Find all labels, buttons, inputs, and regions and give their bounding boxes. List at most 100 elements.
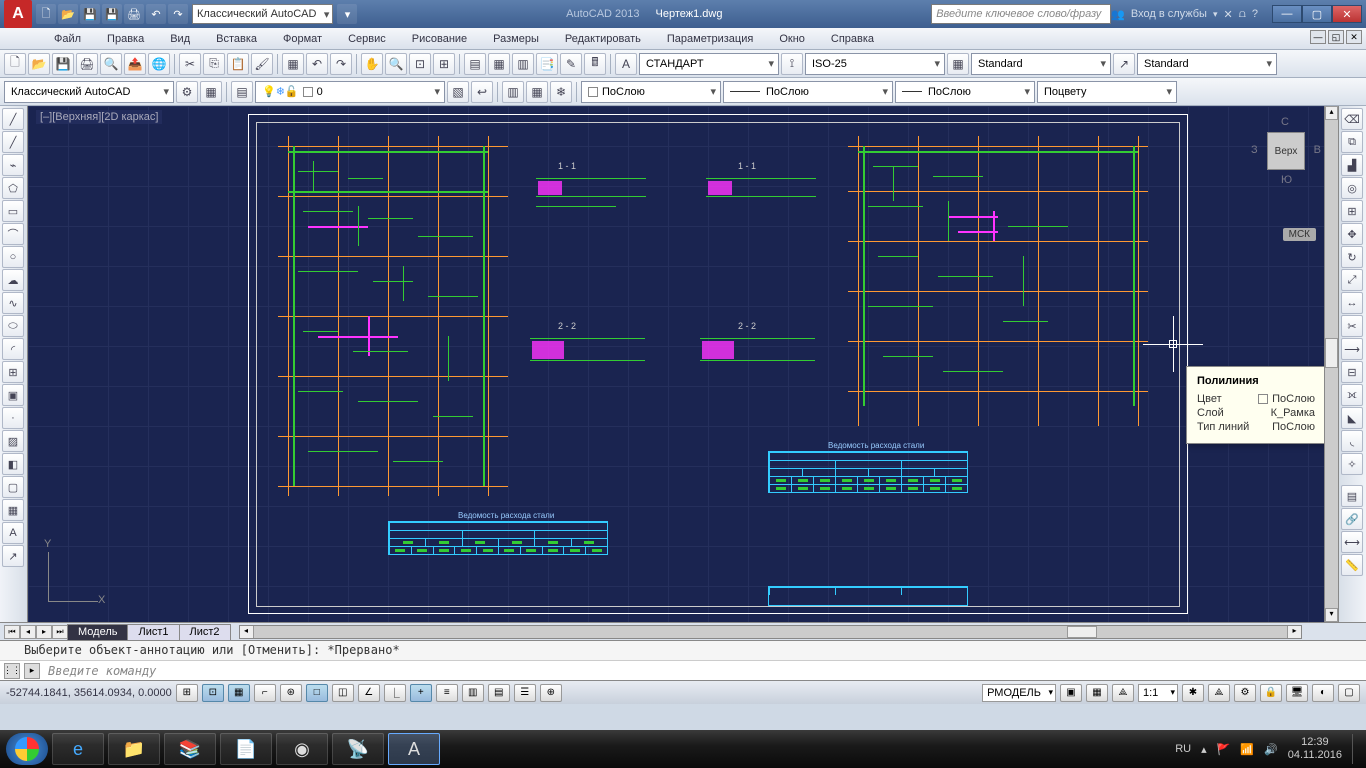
rotate-tool[interactable]: ↻ [1341, 246, 1363, 268]
command-input[interactable]: Введите команду [44, 664, 156, 678]
linetype-dropdown[interactable]: ПоСлою [723, 81, 893, 103]
extend-tool[interactable]: ⟶ [1341, 338, 1363, 360]
isolate-button[interactable]: ◐ [1312, 684, 1334, 702]
rectangle-tool[interactable]: ▭ [2, 200, 24, 222]
qat-more-icon[interactable]: ▾ [337, 4, 357, 24]
tab-prev-button[interactable]: ◂ [20, 625, 36, 639]
app-logo[interactable]: A [4, 0, 32, 28]
annoscale-icon[interactable]: ⟁ [1112, 684, 1134, 702]
taskbar-explorer[interactable]: 📁 [108, 733, 160, 765]
offset-tool[interactable]: ◎ [1341, 177, 1363, 199]
undo-button[interactable]: ↶ [306, 53, 328, 75]
line-tool[interactable]: ╱ [2, 108, 24, 130]
viewport-label[interactable]: [–][Верхняя][2D каркас] [36, 110, 162, 124]
textstyle-dropdown[interactable]: СТАНДАРТ [639, 53, 779, 75]
blockeditor-button[interactable]: ▦ [282, 53, 304, 75]
start-button[interactable] [6, 733, 48, 765]
signin-button[interactable]: Вход в службы [1131, 8, 1207, 20]
trim-tool[interactable]: ✂ [1341, 315, 1363, 337]
join-tool[interactable]: ⟗ [1341, 384, 1363, 406]
infer-button[interactable]: ⊞ [176, 684, 198, 702]
constraint-tool[interactable]: 🔗 [1341, 508, 1363, 530]
ucs-icon[interactable]: X Y [48, 542, 108, 602]
layer-uniso-button[interactable]: ▦ [526, 81, 548, 103]
textstyle-icon[interactable]: A [615, 53, 637, 75]
menu-format[interactable]: Формат [279, 31, 326, 47]
quickview-drawings-button[interactable]: ▦ [1086, 684, 1108, 702]
close-button[interactable]: ✕ [1332, 5, 1362, 23]
arc-tool[interactable]: ⌒ [2, 223, 24, 245]
ducs-button[interactable]: ⎿ [384, 684, 406, 702]
break-tool[interactable]: ⊟ [1341, 361, 1363, 383]
coordinates[interactable]: -52744.1841, 35614.0934, 0.0000 [6, 687, 172, 699]
pan-button[interactable]: ✋ [361, 53, 383, 75]
redo-button[interactable]: ↷ [330, 53, 352, 75]
new-button[interactable]: 🗋 [4, 53, 26, 75]
maximize-button[interactable]: ▢ [1302, 5, 1332, 23]
properties-button[interactable]: ▤ [464, 53, 486, 75]
publish-button[interactable]: 📤 [124, 53, 146, 75]
insert-tool[interactable]: ⊞ [2, 361, 24, 383]
exchange-icon[interactable]: ✕ [1224, 8, 1233, 21]
open-icon[interactable]: 📂 [58, 4, 78, 24]
layer-props-button[interactable]: ▤ [231, 81, 253, 103]
revcloud-tool[interactable]: ☁ [2, 269, 24, 291]
tray-flag-icon[interactable]: 🚩 [1217, 743, 1231, 756]
zoom-button[interactable]: 🔍 [385, 53, 407, 75]
tab-last-button[interactable]: ⏭ [52, 625, 68, 639]
zoomprev-button[interactable]: ⊞ [433, 53, 455, 75]
child-restore-button[interactable]: ◱ [1328, 30, 1344, 44]
matchprop-button[interactable]: 🖌 [251, 53, 273, 75]
child-close-button[interactable]: ✕ [1346, 30, 1362, 44]
otrack-button[interactable]: ∠ [358, 684, 380, 702]
erase-tool[interactable]: ⌫ [1341, 108, 1363, 130]
grid-button[interactable]: ▦ [228, 684, 250, 702]
workspace-dropdown[interactable]: Классический AutoCAD [192, 4, 333, 24]
table-tool[interactable]: ▦ [2, 499, 24, 521]
menu-parametric[interactable]: Параметризация [663, 31, 757, 47]
annoauto-button[interactable]: ⟁ [1208, 684, 1230, 702]
menu-window[interactable]: Окно [775, 31, 809, 47]
3ddwf-button[interactable]: 🌐 [148, 53, 170, 75]
taskbar-notepad[interactable]: 📄 [220, 733, 272, 765]
color-dropdown[interactable]: ПоСлою [581, 81, 721, 103]
region-tool[interactable]: ▢ [2, 476, 24, 498]
layer-freeze-button[interactable]: ❄ [550, 81, 572, 103]
workspace-settings-button[interactable]: ⚙ [176, 81, 198, 103]
quickcalc-button[interactable]: 🖩 [584, 53, 606, 75]
menu-insert[interactable]: Вставка [212, 31, 261, 47]
markup-button[interactable]: ✎ [560, 53, 582, 75]
dyn-button[interactable]: + [410, 684, 432, 702]
gradient-tool[interactable]: ◧ [2, 453, 24, 475]
drawing-viewport[interactable]: [–][Верхняя][2D каркас] [28, 106, 1366, 622]
point-tool[interactable]: · [2, 407, 24, 429]
cleanscreen-button[interactable]: ▢ [1338, 684, 1360, 702]
mleaderstyle-icon[interactable]: ↗ [1113, 53, 1135, 75]
tray-lang[interactable]: RU [1175, 743, 1191, 755]
taskbar-chrome[interactable]: ◉ [276, 733, 328, 765]
tab-first-button[interactable]: ⏮ [4, 625, 20, 639]
h-scrollbar[interactable]: ◂ ▸ [239, 625, 1302, 639]
taskbar-winrar[interactable]: 📚 [164, 733, 216, 765]
viewcube[interactable]: С Ю З В Верх [1251, 116, 1321, 186]
redo-icon[interactable]: ↷ [168, 4, 188, 24]
menu-dimension[interactable]: Размеры [489, 31, 543, 47]
paste-button[interactable]: 📋 [227, 53, 249, 75]
mirror-tool[interactable]: ▟ [1341, 154, 1363, 176]
saveas-icon[interactable]: 💾 [102, 4, 122, 24]
taskbar-ie[interactable]: e [52, 733, 104, 765]
tablestyle-icon[interactable]: ▦ [947, 53, 969, 75]
measure-tool[interactable]: 📏 [1341, 554, 1363, 576]
quickview-layouts-button[interactable]: ▣ [1060, 684, 1082, 702]
help-icon[interactable]: ? [1252, 8, 1258, 20]
am-button[interactable]: ⊕ [540, 684, 562, 702]
dimension-tool[interactable]: ⟷ [1341, 531, 1363, 553]
tray-show-hidden-icon[interactable]: ▴ [1201, 743, 1207, 756]
plot-icon[interactable]: 🖨 [124, 4, 144, 24]
annoscale-dropdown[interactable]: 1:1 [1138, 684, 1178, 702]
cloud-icon[interactable]: ⩍ [1239, 8, 1246, 21]
stretch-tool[interactable]: ↔ [1341, 292, 1363, 314]
new-icon[interactable]: 🗋 [36, 4, 56, 24]
workspace2-dropdown[interactable]: Классический AutoCAD [4, 81, 174, 103]
tray-volume-icon[interactable]: 🔊 [1264, 743, 1278, 756]
